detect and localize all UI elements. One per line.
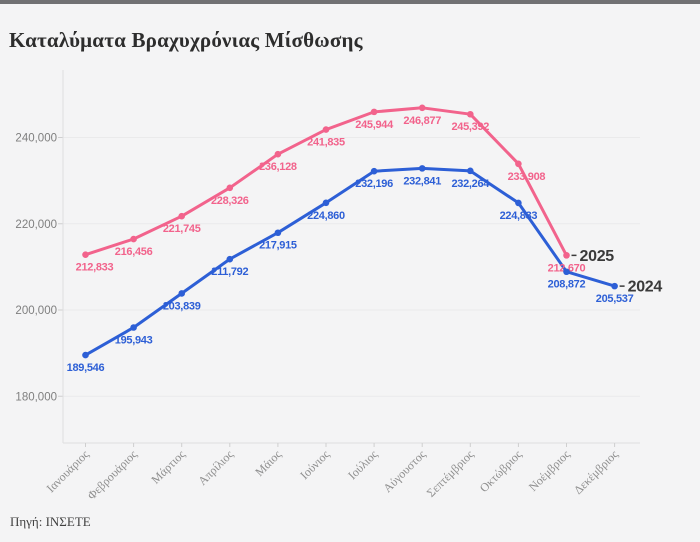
data-point-2025-7 [418,104,426,112]
data-label-2024-11: 205,537 [596,293,634,305]
data-point-2024-5 [322,199,330,207]
chart-title: Καταλύματα Βραχυχρόνιας Μίσθωσης [9,28,363,52]
data-point-2025-8 [467,110,474,118]
data-label-2024-8: 232,264 [451,178,490,190]
data-label-2025-10: 212,670 [548,262,586,274]
month-label: Ιανουάριος [44,447,92,495]
data-label-2024-7: 232,841 [403,175,441,187]
month-label: Δεκέμβριος [571,447,621,497]
y-tick-label: 180,000 [15,391,57,403]
data-point-2024-2 [178,290,185,297]
data-label-2024-3: 211,792 [211,266,248,278]
data-point-2025-6 [370,108,378,116]
data-point-2025-4 [274,150,282,158]
series-end-label-2024: 2024 [628,279,663,296]
month-label: Μάρτιος [148,447,188,487]
data-label-2024-10: 208,872 [548,279,586,291]
data-point-2025-2 [178,212,185,220]
data-label-2024-9: 224,833 [500,210,538,222]
data-label-2025-8: 245,392 [451,121,489,133]
data-label-2024-0: 189,546 [67,362,105,374]
data-point-2024-10 [563,268,570,276]
data-label-2025-7: 246,877 [403,115,441,127]
data-point-2025-9 [515,160,522,168]
data-point-2025-0 [82,251,89,258]
data-point-2024-6 [370,167,378,175]
series-line-2024 [84,166,617,357]
data-point-2024-11 [611,282,618,290]
month-label: Οκτώβριος [477,447,525,495]
data-label-2025-6: 245,944 [355,119,394,131]
data-label-2024-6: 232,196 [355,178,393,190]
month-label: Νοέμβριος [526,447,573,494]
data-point-2024-3 [226,255,234,263]
page-top-border [0,0,700,4]
data-point-2024-7 [418,165,426,172]
data-label-2025-9: 233,908 [508,171,546,183]
series-end-label-2025: 2025 [580,248,615,265]
month-label: Αύγουστος [380,447,428,495]
data-point-2024-8 [467,167,474,175]
data-label-2025-0: 212,833 [76,262,114,274]
source-note: Πηγή: ΙΝΣΕΤΕ [10,514,91,529]
month-label: Φεβρουάριος [84,447,139,502]
y-tick-label: 240,000 [15,133,57,145]
data-point-2024-1 [130,324,137,331]
data-label-2025-4: 236,128 [259,161,297,173]
data-point-2024-9 [515,199,522,207]
month-label: Σεπτέμβριος [424,447,477,500]
data-label-2024-1: 195,943 [115,334,153,346]
y-tick-label: 220,000 [15,219,57,231]
month-label: Μάιος [252,447,284,479]
y-tick-label: 200,000 [15,305,57,317]
data-point-2024-0 [82,351,89,359]
data-label-2024-2: 203,839 [163,300,201,312]
month-label: Ιούνιος [297,447,332,482]
data-point-2025-5 [322,126,330,133]
month-label: Απρίλιος [195,447,236,488]
data-point-2025-10 [563,252,570,259]
data-point-2025-1 [130,235,137,243]
month-label: Ιούλιος [345,447,380,482]
data-label-2025-3: 228,326 [211,195,249,207]
data-point-2025-3 [226,184,234,192]
data-label-2025-2: 221,745 [163,223,201,235]
data-label-2025-1: 216,456 [115,246,153,258]
data-point-2024-4 [274,229,282,237]
data-label-2024-5: 224,860 [307,210,345,222]
data-label-2024-4: 217,915 [259,240,297,252]
data-label-2025-5: 241,835 [307,137,345,149]
